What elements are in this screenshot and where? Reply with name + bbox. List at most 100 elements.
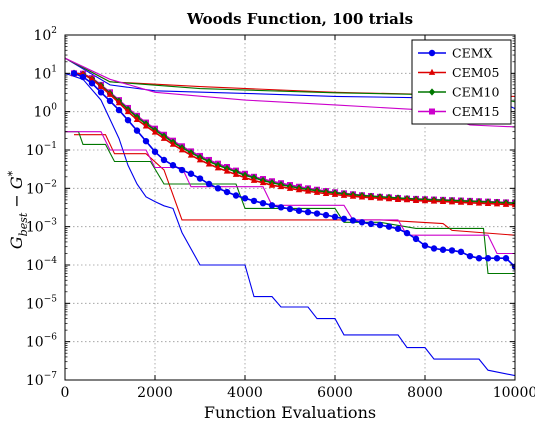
data-point-cemx [340,215,348,223]
data-point-cemx [448,247,456,254]
data-point-cem05 [412,196,420,203]
data-point-cemx [394,225,402,232]
y-label-sub: best [17,212,30,236]
y-label-main: G [7,236,26,249]
x-tick-label: 6000 [317,385,353,401]
data-point-cemx [475,255,483,262]
y-tick-label: 10−4 [26,256,57,274]
data-point-cem05 [250,176,258,183]
envelope-line [65,72,515,377]
data-point-cem05 [232,170,240,177]
y-label-main2: G [7,176,26,189]
data-point-cemx [250,197,258,205]
y-label-minus: − [7,189,26,213]
data-point-cemx [358,219,366,226]
series-cemx [70,70,515,270]
data-point-cemx [439,246,447,253]
data-point-cem05 [196,156,204,163]
data-point-cemx [97,89,105,96]
data-point-cemx [259,199,267,207]
data-point-cemx [313,210,321,217]
data-point-cemx [493,255,501,262]
data-point-cem05 [142,122,150,129]
data-point-cemx [502,255,510,262]
data-point-cem05 [439,197,447,205]
data-point-cem05 [115,99,123,106]
data-point-cemx [160,156,168,164]
data-point-cemx [88,80,96,87]
legend-marker-cem05 [428,68,436,75]
y-tick-label: 102 [33,26,57,44]
data-point-cem05 [502,200,510,207]
data-point-cem05 [367,193,375,201]
legend-label-cem15: CEM15 [452,104,499,119]
series-cem05 [70,69,515,208]
data-point-cemx [295,207,303,214]
data-point-cem05 [511,201,515,208]
data-point-cemx [304,208,312,216]
data-point-cem05 [376,194,384,201]
y-tick-label: 10−5 [26,294,57,312]
data-point-cem05 [349,192,357,199]
data-point-cem05 [457,198,465,205]
data-point-cemx [115,106,123,114]
legend-label-cemx: CEMX [452,46,492,61]
data-point-cem05 [295,186,303,193]
plot-area [65,57,515,377]
data-point-cemx [385,223,393,230]
y-tick-label: 10−6 [26,333,57,351]
y-tick-label: 10−2 [26,179,57,197]
y-tick-label: 100 [33,103,57,121]
data-point-cem05 [394,195,402,202]
data-point-cemx [142,137,150,145]
data-point-cem05 [304,187,312,194]
x-axis-label: Function Evaluations [204,403,376,421]
data-point-cem05 [475,199,483,206]
data-point-cem05 [385,195,393,202]
data-point-cem05 [241,173,249,181]
chart-title: Woods Function, 100 trials [186,10,413,28]
data-point-cemx [367,220,375,228]
data-point-cem05 [205,160,213,167]
data-point-cem05 [313,188,321,195]
data-point-cem05 [268,181,276,188]
data-point-cemx [421,242,429,249]
data-point-cemx [466,252,474,260]
legend-marker-cem15 [429,108,435,115]
data-point-cemx [241,195,249,202]
y-tick-label: 101 [33,64,57,82]
data-point-cem05 [286,184,294,191]
legend-marker-cemx [428,49,436,57]
data-point-cem05 [178,146,186,153]
data-point-cemx [169,162,177,169]
data-point-cemx [403,229,411,237]
data-point-cemx [205,180,213,188]
data-point-cemx [187,170,195,177]
y-tick-label: 10−7 [26,371,57,389]
data-point-cem05 [466,198,474,206]
data-point-cem05 [223,167,231,174]
legend-marker-cem10 [428,88,436,96]
data-point-cemx [376,221,384,229]
data-point-cem05 [277,182,285,190]
data-point-cemx [79,73,87,81]
legend-label-cem10: CEM10 [452,85,499,100]
y-axis-label: Gbest − G* [6,170,30,249]
envelope-line [65,131,515,275]
data-point-cemx [484,255,492,262]
data-point-cem05 [430,197,438,204]
y-tick-label: 10−3 [26,218,57,236]
legend-box [411,39,512,125]
data-point-cem05 [214,164,222,171]
x-tick-label: 2000 [137,385,173,401]
legend-label-cem05: CEM05 [452,65,499,80]
data-point-cem05 [133,115,141,123]
axis-ticks: 0 2000 4000 6000 8000 10000 102 101 100 10−1 10−2 1… [26,26,535,401]
data-point-cemx [151,148,159,155]
envelope-line [65,131,515,255]
x-tick-label: 4000 [227,385,263,401]
data-point-cemx [70,70,78,77]
x-tick-label: 8000 [407,385,443,401]
data-point-cem05 [106,90,114,97]
